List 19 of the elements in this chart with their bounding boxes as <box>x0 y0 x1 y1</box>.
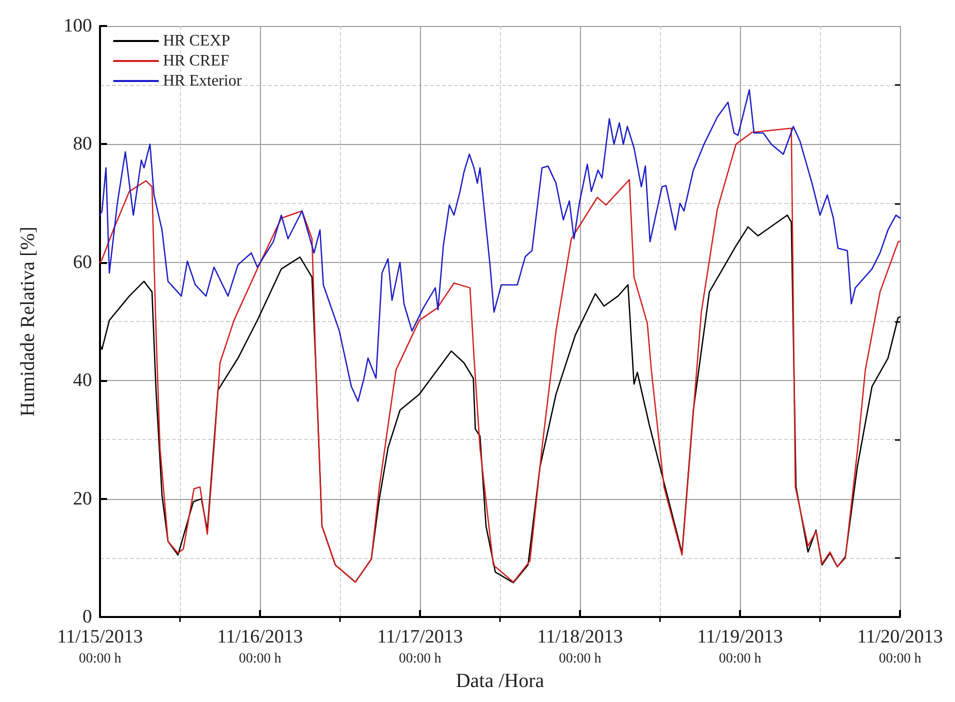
x-tick-label: 11/15/2013 00:00 h <box>57 626 143 666</box>
y-tick-label: 80 <box>73 134 92 155</box>
x-axis-title: Data /Hora <box>456 670 544 692</box>
y-tick-label: 100 <box>64 16 92 36</box>
y-tick-label: 20 <box>73 488 92 510</box>
y-tick-label: 60 <box>73 252 92 273</box>
legend-label: HR CREF <box>163 52 230 70</box>
line-series <box>99 128 901 583</box>
legend-label: HR CEXP <box>163 32 230 50</box>
x-tick-label: 11/16/2013 00:00 h <box>217 626 303 666</box>
legend-label: HR Exterior <box>163 72 242 90</box>
x-tick-label: 11/19/2013 00:00 h <box>697 626 783 666</box>
x-tick-label: 11/18/2013 00:00 h <box>537 626 623 666</box>
line-series <box>99 89 901 402</box>
y-axis-title: Humidade Relativa [%] <box>17 226 39 416</box>
y-tick-label: 0 <box>82 606 92 628</box>
x-tick-label: 11/20/2013 00:00 h <box>857 626 943 666</box>
y-tick-label: 40 <box>73 370 92 392</box>
x-tick-label: 11/17/2013 00:00 h <box>377 626 463 666</box>
